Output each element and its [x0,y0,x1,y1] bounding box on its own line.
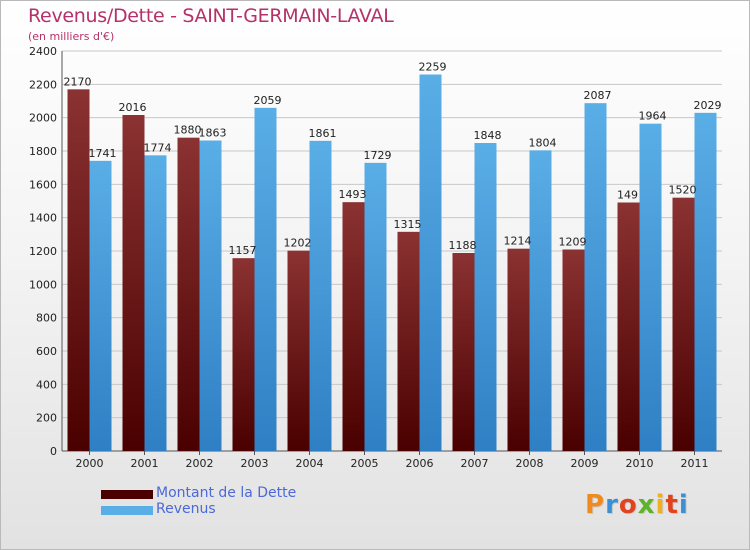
bar-dette-2003 [232,258,255,451]
x-tick-label: 2011 [681,457,709,470]
bar-revenus-2003 [254,107,277,451]
x-tick-label: 2006 [406,457,434,470]
value-label-dette-2000: 2170 [64,75,92,88]
bar-revenus-2000 [89,160,112,452]
bar-dette-2010 [617,202,640,451]
value-label-revenus-2003: 2059 [254,94,282,107]
value-label-revenus-2006: 2259 [419,61,447,74]
y-tick-label: 600 [36,345,57,358]
x-tick-label: 2001 [131,457,159,470]
legend-swatch-dette [101,490,153,499]
axes: 0 200 400 600 800 1000 1200 1400 1600 1800 2000 220… [29,45,722,470]
chart-subtitle: (en milliers d'€) [28,30,115,43]
value-label-dette-2007: 1188 [449,239,477,252]
y-tick-label: 1000 [29,278,57,291]
x-tick-label: 2009 [571,457,599,470]
value-label-dette-2008: 1214 [504,235,532,248]
logo-letter: x [637,490,656,520]
value-label-revenus-2009: 2087 [584,89,612,102]
legend-swatch-revenus [101,506,153,515]
value-label-dette-2005: 1493 [339,188,367,201]
logo-letter: t [665,490,679,520]
bar-dette-2008 [507,248,530,451]
value-label-dette-2009: 1209 [559,236,587,249]
bar-dette-2009 [562,249,585,451]
value-label-revenus-2004: 1861 [309,127,337,140]
y-tick-label: 1400 [29,212,57,225]
logo-letter: o [618,490,638,520]
x-tick-label: 2010 [626,457,654,470]
bar-revenus-2006 [419,74,442,451]
bar-revenus-2002 [199,140,222,451]
legend-label-revenus: Revenus [156,501,216,517]
logo-letter: r [605,490,619,520]
bar-revenus-2005 [364,162,387,452]
value-label-revenus-2000: 1741 [89,147,117,160]
y-tick-label: 0 [50,445,57,458]
x-tick-label: 2004 [296,457,324,470]
bar-revenus-2008 [529,150,552,452]
value-label-revenus-2008: 1804 [529,136,557,149]
bar-dette-2001 [122,115,145,451]
y-tick-label: 200 [36,412,57,425]
proxiti-logo: Proxiti [585,490,689,520]
value-label-revenus-2002: 1863 [199,127,227,140]
x-tick-label: 2008 [516,457,544,470]
bar-dette-2006 [397,231,420,451]
value-label-dette-2004: 1202 [284,237,312,250]
bar-revenus-2010 [639,123,662,452]
value-label-revenus-2007: 1848 [474,129,502,142]
value-label-dette-2011: 1520 [669,184,697,197]
bar-dette-2002 [177,137,200,451]
bar-revenus-2007 [474,143,497,451]
bar-revenus-2004 [309,140,332,452]
value-label-revenus-2001: 1774 [144,141,172,154]
value-label-revenus-2011: 2029 [694,99,722,112]
bar-dette-2004 [287,250,310,451]
y-tick-label: 1600 [29,178,57,191]
logo-letter: i [678,490,689,520]
y-tick-label: 800 [36,312,57,325]
value-label-dette-2002: 1880 [174,124,202,137]
legend-label-dette: Montant de la Dette [156,485,297,501]
logo-letter: i [655,490,666,520]
bar-revenus-2001 [144,155,167,452]
y-tick-label: 2200 [29,78,57,91]
x-tick-label: 2005 [351,457,379,470]
x-tick-label: 2000 [76,457,104,470]
bar-revenus-2009 [584,103,607,452]
logo-letter: P [585,490,606,520]
bar-dette-2000 [67,89,90,451]
value-label-revenus-2005: 1729 [364,149,392,162]
x-tick-label: 2007 [461,457,489,470]
chart-title: Revenus/Dette - SAINT-GERMAIN-LAVAL [28,5,394,27]
x-tick-label: 2003 [241,457,269,470]
bar-revenus-2011 [694,112,717,451]
gridlines [62,50,722,419]
y-tick-label: 2400 [29,45,57,58]
y-tick-label: 1800 [29,145,57,158]
x-tick-label: 2002 [186,457,214,470]
y-tick-label: 2000 [29,112,57,125]
value-label-dette-2003: 1157 [229,244,257,257]
value-label-dette-2010: 149 [617,189,638,202]
y-tick-label: 400 [36,378,57,391]
y-tick-label: 1200 [29,245,57,258]
bars [67,74,717,452]
value-label-revenus-2010: 1964 [639,110,667,123]
bar-dette-2005 [342,202,365,451]
value-label-dette-2006: 1315 [394,218,422,231]
value-label-dette-2001: 2016 [119,101,147,114]
bar-dette-2007 [452,253,475,451]
bar-dette-2011 [672,197,695,451]
